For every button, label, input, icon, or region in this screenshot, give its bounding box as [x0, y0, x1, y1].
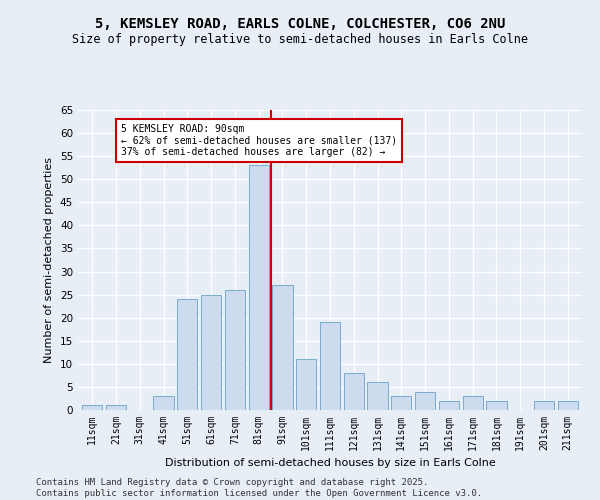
Bar — [225, 290, 245, 410]
Bar — [154, 396, 173, 410]
Text: 5 KEMSLEY ROAD: 90sqm
← 62% of semi-detached houses are smaller (137)
37% of sem: 5 KEMSLEY ROAD: 90sqm ← 62% of semi-deta… — [121, 124, 397, 157]
Bar — [415, 392, 435, 410]
Bar — [177, 299, 197, 410]
Bar — [248, 166, 269, 410]
Text: Contains HM Land Registry data © Crown copyright and database right 2025.
Contai: Contains HM Land Registry data © Crown c… — [36, 478, 482, 498]
Bar — [201, 294, 221, 410]
Bar — [463, 396, 483, 410]
Bar — [344, 373, 364, 410]
Bar — [367, 382, 388, 410]
Bar — [272, 286, 293, 410]
Bar — [439, 401, 459, 410]
X-axis label: Distribution of semi-detached houses by size in Earls Colne: Distribution of semi-detached houses by … — [164, 458, 496, 468]
Bar — [391, 396, 412, 410]
Bar — [82, 406, 103, 410]
Bar — [106, 406, 126, 410]
Bar — [296, 359, 316, 410]
Bar — [534, 401, 554, 410]
Bar — [557, 401, 578, 410]
Text: Size of property relative to semi-detached houses in Earls Colne: Size of property relative to semi-detach… — [72, 32, 528, 46]
Text: 5, KEMSLEY ROAD, EARLS COLNE, COLCHESTER, CO6 2NU: 5, KEMSLEY ROAD, EARLS COLNE, COLCHESTER… — [95, 18, 505, 32]
Bar — [487, 401, 506, 410]
Bar — [320, 322, 340, 410]
Y-axis label: Number of semi-detached properties: Number of semi-detached properties — [44, 157, 55, 363]
